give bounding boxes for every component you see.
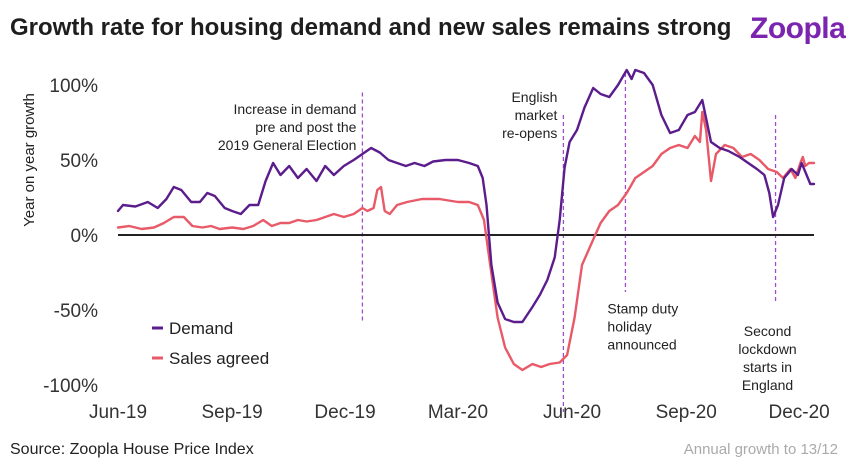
y-tick-label: 50% bbox=[60, 151, 98, 172]
x-tick-label: Sep-19 bbox=[201, 402, 262, 423]
annotation-text: announced bbox=[607, 337, 676, 353]
x-tick-label: Sep-20 bbox=[656, 402, 717, 423]
annotation-text: holiday bbox=[607, 319, 651, 335]
date-note: Annual growth to 13/12 bbox=[683, 441, 838, 458]
annotation-text: starts in bbox=[743, 359, 792, 375]
x-tick-label: Jun-20 bbox=[543, 402, 601, 423]
legend-label: Sales agreed bbox=[169, 349, 269, 368]
zoopla-logo: Zoopla bbox=[750, 12, 846, 45]
annotation-text: English bbox=[511, 89, 557, 105]
annotation-text: England bbox=[742, 377, 793, 393]
series-layer bbox=[116, 68, 816, 372]
x-tick-label: Dec-20 bbox=[768, 402, 829, 423]
annotation-text: lockdown bbox=[738, 341, 796, 357]
x-axis-ticks: Jun-19 Sep-19 Dec-19 Mar-20 Jun-20 Sep-20 Dec-… bbox=[89, 402, 830, 423]
y-axis-ticks: 100% 50% 0% -50% -100% bbox=[43, 76, 98, 397]
annotation-text: pre and post the bbox=[255, 119, 356, 135]
y-tick-label: 0% bbox=[71, 226, 99, 247]
y-tick-label: -50% bbox=[54, 301, 98, 322]
y-tick-label: 100% bbox=[49, 76, 98, 97]
annotation-text: 2019 General Election bbox=[218, 137, 357, 153]
series-line-sales-agreed bbox=[116, 110, 816, 372]
y-tick-label: -100% bbox=[43, 376, 98, 397]
x-tick-label: Mar-20 bbox=[428, 402, 488, 423]
annotation-text: re-opens bbox=[502, 125, 557, 141]
x-tick-label: Dec-19 bbox=[314, 402, 375, 423]
chart-title: Growth rate for housing demand and new s… bbox=[10, 14, 732, 41]
annotation-text: Second bbox=[744, 323, 791, 339]
annotation-text: Stamp duty bbox=[607, 301, 678, 317]
legend: Demand Sales agreed bbox=[152, 319, 269, 368]
source-note: Source: Zoopla House Price Index bbox=[10, 441, 254, 458]
event-annotations: Increase in demand pre and post the 2019 G… bbox=[218, 73, 797, 412]
y-axis-label: Year on year growth bbox=[21, 93, 38, 227]
annotation-text: market bbox=[515, 107, 558, 123]
legend-label: Demand bbox=[169, 319, 233, 338]
x-tick-label: Jun-19 bbox=[89, 402, 147, 423]
annotation-text: Increase in demand bbox=[233, 101, 356, 117]
series-line-demand bbox=[116, 68, 816, 324]
